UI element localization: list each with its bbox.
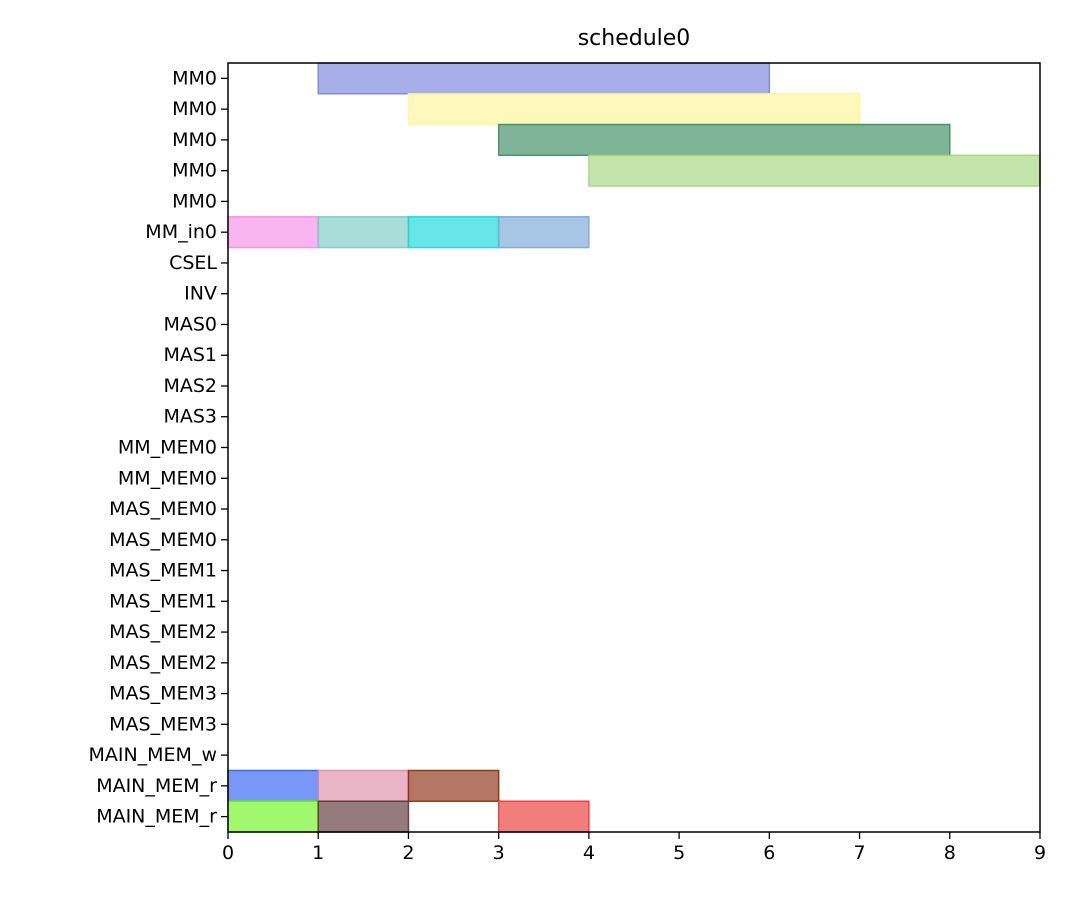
task-bar: [497, 216, 590, 249]
y-tick-label: MAS_MEM3: [109, 683, 217, 705]
x-tick-label: 7: [854, 842, 866, 864]
x-tick-label: 2: [402, 842, 414, 864]
task-bar: [317, 216, 410, 249]
task-bar: [497, 123, 951, 157]
x-tick-label: 9: [1034, 842, 1046, 864]
y-tick-label: MM0: [172, 160, 217, 182]
task-bar: [227, 216, 319, 249]
task-bar: [317, 62, 771, 95]
task-bar: [317, 800, 410, 833]
bars-layer: [227, 62, 1041, 833]
x-tick-label: 3: [493, 842, 505, 864]
y-tick-label: MAS_MEM3: [109, 713, 217, 735]
task-bar: [407, 769, 500, 802]
task-bar: [227, 769, 319, 802]
y-tick-label: MAS_MEM1: [109, 560, 217, 582]
y-tick-label: MAS_MEM0: [109, 498, 217, 520]
y-tick-label: CSEL: [169, 252, 217, 274]
x-tick-label: 1: [312, 842, 324, 864]
y-tick-label: MAIN_MEM_r: [96, 775, 217, 797]
y-tick-label: MAS_MEM2: [109, 652, 217, 674]
y-tick-label: MAS_MEM0: [109, 529, 217, 551]
chart-title: schedule0: [578, 26, 691, 51]
y-tick-label: INV: [184, 283, 217, 305]
x-tick-label: 5: [673, 842, 685, 864]
y-tick-label: MAS0: [163, 313, 217, 335]
task-bar: [497, 800, 590, 833]
y-tick-label: MAIN_MEM_w: [88, 744, 217, 766]
y-tick-label: MM0: [172, 190, 217, 212]
y-tick-label: MAS_MEM1: [109, 590, 217, 612]
x-tick-label: 8: [944, 842, 956, 864]
x-tick-label: 4: [583, 842, 595, 864]
y-tick-label: MM_in0: [145, 221, 217, 243]
y-tick-label: MM0: [172, 129, 217, 151]
task-bar: [407, 93, 861, 126]
y-tick-label: MAIN_MEM_r: [96, 806, 217, 828]
y-tick-label: MAS_MEM2: [109, 621, 217, 643]
x-tick-label: 0: [222, 842, 234, 864]
task-bar: [407, 216, 500, 249]
y-tick-label: MM0: [172, 98, 217, 120]
plot-frame: [227, 62, 1041, 833]
ticks-layer: MM0 MM0 MM0 MM0 MM0 MM_in0 CSEL INV MAS0 MAS1 MAS2…: [88, 67, 1046, 864]
task-bar: [227, 800, 319, 833]
y-tick-label: MM0: [172, 67, 217, 89]
y-tick-label: MM_MEM0: [118, 467, 217, 489]
y-tick-label: MAS3: [163, 406, 217, 428]
y-tick-label: MAS2: [163, 375, 217, 397]
y-tick-label: MAS1: [163, 344, 217, 366]
task-bar: [317, 769, 410, 802]
x-tick-label: 6: [763, 842, 775, 864]
y-tick-label: MM_MEM0: [118, 437, 217, 459]
task-bar: [588, 154, 1041, 187]
